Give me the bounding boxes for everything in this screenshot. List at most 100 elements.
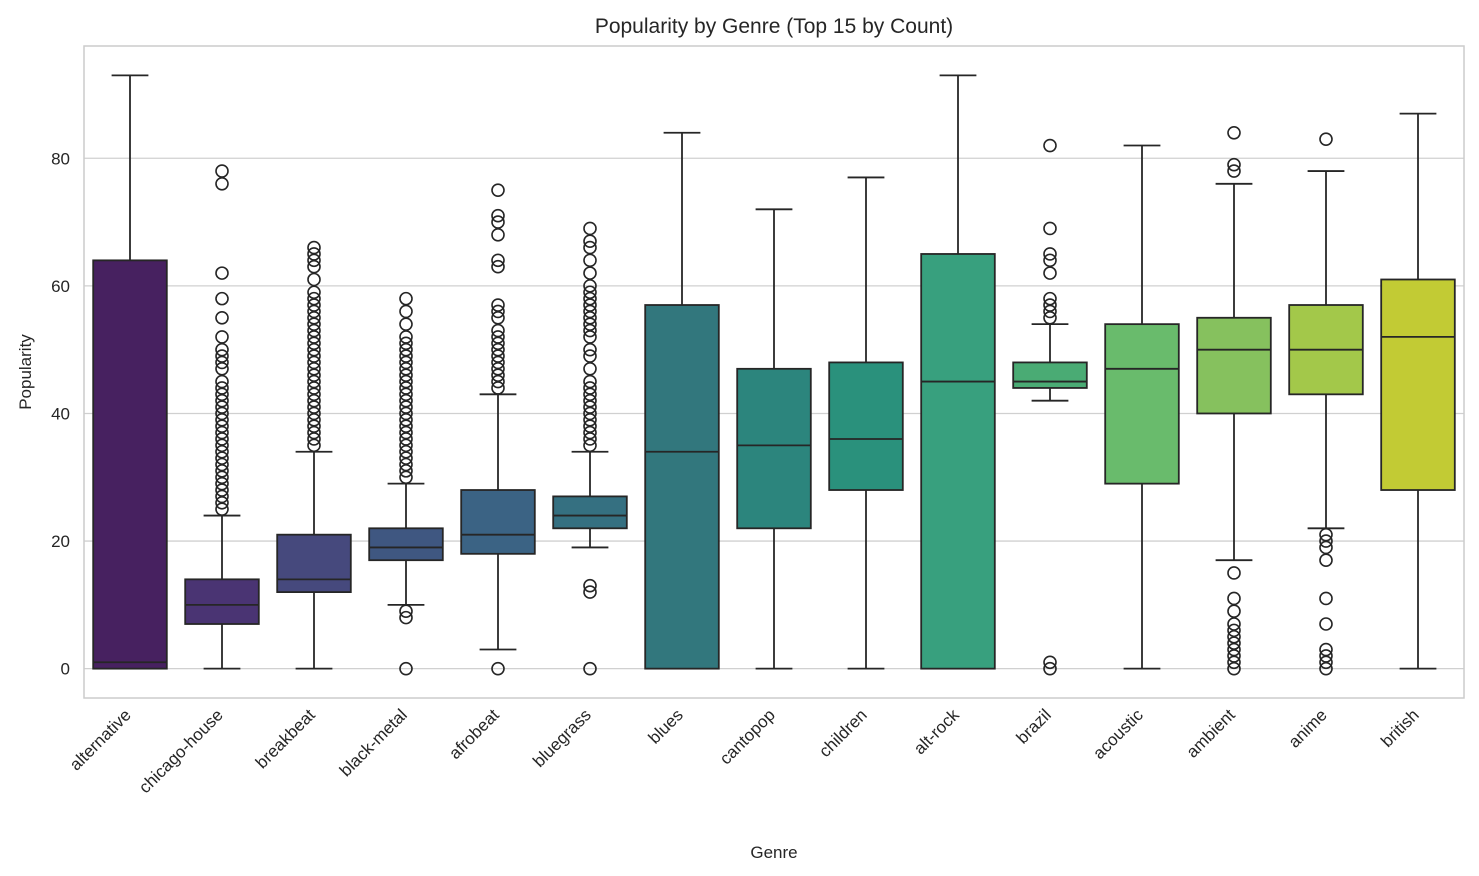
- outlier-point: [1319, 132, 1333, 146]
- x-tick-label: alternative: [66, 705, 135, 774]
- y-tick-label: 20: [51, 532, 70, 551]
- box-cantopop: [736, 208, 812, 670]
- outlier-point: [1227, 164, 1241, 178]
- x-tick-label: british: [1377, 705, 1423, 751]
- x-axis-label: Genre: [750, 843, 797, 862]
- outlier-point: [215, 330, 229, 344]
- outlier-point: [583, 266, 597, 280]
- x-tick-label: bluegrass: [529, 705, 595, 771]
- x-tick-label: breakbeat: [252, 705, 319, 772]
- outlier-point: [583, 221, 597, 236]
- outlier-point: [399, 610, 413, 625]
- outlier-point: [399, 604, 413, 619]
- outlier-point: [399, 661, 413, 676]
- box-ambient: [1196, 125, 1272, 676]
- box-iqr: [828, 361, 904, 491]
- x-tick-label: chicago-house: [135, 705, 227, 797]
- y-tick-label: 0: [61, 660, 70, 679]
- outlier-point: [1227, 566, 1241, 580]
- box-black-metal: [368, 291, 444, 676]
- outlier-point: [1227, 604, 1241, 619]
- y-tick-label: 60: [51, 277, 70, 296]
- outlier-point: [583, 253, 597, 268]
- outlier-point: [1043, 655, 1057, 670]
- outlier-point: [215, 164, 229, 178]
- outlier-point: [1043, 266, 1057, 280]
- outlier-point: [215, 291, 229, 306]
- x-tick-label: brazil: [1013, 705, 1055, 747]
- outlier-point: [583, 240, 597, 255]
- outlier-point: [1319, 553, 1333, 567]
- outlier-point: [1319, 617, 1333, 631]
- x-tick-label: cantopop: [716, 705, 779, 768]
- outlier-point: [1043, 298, 1057, 312]
- box-anime: [1288, 132, 1364, 676]
- outlier-point: [491, 228, 505, 242]
- box-british: [1380, 112, 1456, 670]
- box-iqr: [276, 533, 352, 593]
- plot-frame: [83, 45, 1465, 699]
- outlier-point: [583, 381, 597, 395]
- chart-title: Popularity by Genre (Top 15 by Count): [595, 15, 953, 38]
- outlier-point: [1043, 247, 1057, 261]
- outlier-point: [491, 661, 505, 676]
- x-tick-label: black-metal: [336, 705, 411, 780]
- box-iqr: [184, 578, 260, 625]
- outlier-point: [1043, 253, 1057, 268]
- y-tick-labels: 0 20 40 60 80: [51, 149, 70, 678]
- outlier-point: [1319, 527, 1333, 542]
- box-alternative: [92, 74, 168, 670]
- box-iqr: [1380, 278, 1456, 491]
- outlier-point: [215, 177, 229, 191]
- outlier-point: [491, 215, 505, 229]
- outlier-point: [1227, 623, 1241, 638]
- box-iqr: [736, 367, 812, 530]
- outlier-point: [583, 661, 597, 676]
- x-tick-labels: alternative chicago-house breakbeat black-m…: [66, 705, 1423, 797]
- y-axis-label: Popularity: [16, 334, 35, 410]
- boxes: [92, 74, 1456, 676]
- outlier-point: [307, 291, 321, 306]
- outlier-point: [1227, 125, 1241, 140]
- y-tick-label: 80: [51, 149, 70, 168]
- x-tick-label: afrobeat: [445, 705, 503, 763]
- x-tick-label: acoustic: [1089, 705, 1147, 763]
- outlier-point: [491, 259, 505, 274]
- outlier-point: [1319, 534, 1333, 548]
- x-tick-label: anime: [1285, 705, 1331, 751]
- outlier-point: [583, 285, 597, 300]
- box-alt-rock: [920, 74, 996, 670]
- box-iqr: [1104, 323, 1180, 485]
- outlier-point: [491, 253, 505, 268]
- outlier-point: [1319, 649, 1333, 663]
- outlier-point: [491, 330, 505, 344]
- x-tick-label: alt-rock: [910, 705, 963, 758]
- outlier-point: [215, 266, 229, 280]
- outlier-point: [491, 183, 505, 197]
- outlier-point: [399, 317, 413, 331]
- outlier-point: [307, 240, 321, 255]
- box-brazil: [1012, 138, 1088, 676]
- box-iqr: [1012, 361, 1088, 389]
- box-iqr: [460, 489, 536, 555]
- box-iqr: [92, 259, 168, 670]
- box-breakbeat: [276, 240, 352, 670]
- outlier-point: [399, 291, 413, 306]
- outlier-point: [399, 304, 413, 319]
- outlier-point: [307, 247, 321, 261]
- outlier-point: [491, 304, 505, 319]
- outlier-point: [583, 362, 597, 376]
- box-chicago-house: [184, 164, 260, 670]
- outlier-point: [1043, 138, 1057, 153]
- outlier-point: [491, 208, 505, 223]
- outlier-point: [583, 349, 597, 363]
- outlier-point: [491, 298, 505, 312]
- box-bluegrass: [552, 221, 628, 676]
- outlier-point: [1227, 591, 1241, 606]
- outlier-point: [215, 349, 229, 363]
- outlier-point: [215, 381, 229, 395]
- box-iqr: [368, 527, 444, 562]
- outlier-point: [1227, 157, 1241, 172]
- box-blues: [644, 131, 720, 670]
